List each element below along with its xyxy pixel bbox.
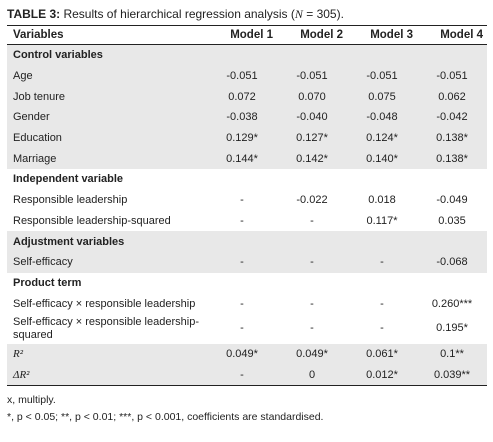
column-header: Model 1 — [207, 25, 277, 45]
coefficient-cell: 0.018 — [368, 194, 396, 207]
table-row: Self-efficacy - - - -0.068 — [7, 251, 487, 273]
variable-label: R² — [7, 343, 207, 365]
variable-label: Self-efficacy — [7, 251, 207, 273]
table-row: Education 0.129* 0.127* 0.124* 0.138* — [7, 127, 487, 149]
coefficient-cell: 0.144* — [207, 148, 277, 170]
coefficient-cell: 0.049* — [207, 343, 277, 365]
coefficient-cell: 0.1** — [417, 343, 487, 365]
section-row: Control variables — [7, 44, 487, 66]
variable-label: Age — [7, 65, 207, 87]
coefficient-cell: 0.127* — [277, 127, 347, 149]
variable-label: Responsible leadership-squared — [13, 214, 171, 227]
variable-label: ΔR² — [7, 364, 207, 387]
coefficient-cell: 0.070 — [277, 86, 347, 108]
coefficient-cell: - — [310, 322, 314, 335]
coefficient-cell: - — [207, 251, 277, 273]
statistic-symbol: R² — [13, 348, 24, 361]
section-row: Adjustment variables — [7, 231, 487, 252]
column-header: Model 3 — [347, 25, 417, 45]
coefficient-cell: 0.117* — [366, 214, 398, 227]
coefficient-cell: 0 — [277, 364, 347, 387]
header-row: Variables Model 1 Model 2 Model 3 Model … — [7, 25, 487, 45]
coefficient-cell: -0.049 — [436, 194, 468, 207]
coefficient-cell: 0.129* — [207, 127, 277, 149]
variable-label: Self-efficacy × responsible leadership-s… — [13, 315, 199, 341]
table-label: TABLE 3: — [7, 7, 61, 21]
variable-label: Self-efficacy × responsible leadership — [13, 297, 196, 310]
section-label: Adjustment variables — [7, 231, 487, 252]
coefficient-cell: -0.051 — [347, 65, 417, 87]
table-row: Self-efficacy × responsible leadership-s… — [7, 314, 487, 344]
table-figure: TABLE 3: Results of hierarchical regress… — [7, 0, 487, 426]
column-header: Variables — [7, 25, 207, 45]
table-title: TABLE 3: Results of hierarchical regress… — [7, 0, 487, 25]
coefficient-cell: -0.051 — [417, 65, 487, 87]
coefficient-cell: - — [310, 214, 314, 227]
coefficient-cell: 0.049* — [277, 343, 347, 365]
coefficient-cell: - — [240, 322, 244, 335]
section-label: Independent variable — [13, 173, 124, 186]
coefficient-cell: 0.072 — [207, 86, 277, 108]
variable-label: Gender — [7, 107, 207, 128]
coefficient-cell: - — [310, 297, 314, 310]
column-header: Model 4 — [417, 25, 487, 45]
table-row: Responsible leadership-squared - - 0.117* 0.… — [7, 211, 487, 232]
footnote-significance: *, p < 0.05; **, p < 0.01; ***, p < 0.00… — [7, 411, 324, 424]
footnotes: x, multiply. *, p < 0.05; **, p < 0.01; … — [7, 392, 487, 426]
coefficient-cell: 0.138* — [417, 127, 487, 149]
table-row: Job tenure 0.072 0.070 0.075 0.062 — [7, 86, 487, 108]
section-row: Product term — [7, 273, 487, 294]
coefficient-cell: 0.124* — [347, 127, 417, 149]
coefficient-cell: -0.040 — [277, 107, 347, 128]
variable-label: Marriage — [7, 148, 207, 170]
coefficient-cell: 0.140* — [347, 148, 417, 170]
table-row: R² 0.049* 0.049* 0.061* 0.1** — [7, 343, 487, 365]
table-caption-post: = 305). — [302, 7, 344, 21]
footnote-multiply: x, multiply. — [7, 394, 56, 407]
coefficient-cell: 0.075 — [347, 86, 417, 108]
table-row: Marriage 0.144* 0.142* 0.140* 0.138* — [7, 148, 487, 170]
coefficient-cell: - — [277, 251, 347, 273]
coefficient-cell: 0.039** — [417, 364, 487, 387]
section-label: Control variables — [7, 44, 487, 66]
variable-label: Responsible leadership — [13, 194, 128, 207]
column-header: Model 2 — [277, 25, 347, 45]
coefficient-cell: - — [240, 297, 244, 310]
coefficient-cell: 0.195* — [436, 322, 468, 335]
table-caption-pre: Results of hierarchical regression analy… — [63, 7, 295, 21]
regression-table: Variables Model 1 Model 2 Model 3 Model … — [7, 25, 487, 387]
coefficient-cell: 0.061* — [347, 343, 417, 365]
coefficient-cell: -0.051 — [207, 65, 277, 87]
coefficient-cell: - — [380, 297, 384, 310]
coefficient-cell: -0.022 — [296, 194, 328, 207]
coefficient-cell: 0.012* — [347, 364, 417, 387]
variable-label: Job tenure — [7, 86, 207, 108]
coefficient-cell: 0.260*** — [431, 297, 473, 310]
coefficient-cell: - — [207, 364, 277, 387]
coefficient-cell: -0.042 — [417, 107, 487, 128]
section-label: Product term — [13, 276, 82, 289]
coefficient-cell: - — [380, 322, 384, 335]
coefficient-cell: 0.142* — [277, 148, 347, 170]
variable-label: Education — [7, 127, 207, 149]
table-row: Age -0.051 -0.051 -0.051 -0.051 — [7, 65, 487, 87]
table-row: Responsible leadership - -0.022 0.018 -0.049 — [7, 190, 487, 211]
coefficient-cell: -0.038 — [207, 107, 277, 128]
coefficient-cell: - — [240, 214, 244, 227]
coefficient-cell: - — [240, 194, 244, 207]
coefficient-cell: 0.035 — [438, 214, 466, 227]
coefficient-cell: -0.051 — [277, 65, 347, 87]
section-row: Independent variable — [7, 169, 487, 190]
n-symbol: N — [294, 7, 303, 21]
coefficient-cell: -0.068 — [417, 251, 487, 273]
coefficient-cell: 0.138* — [417, 148, 487, 170]
statistic-symbol: ΔR² — [13, 368, 30, 381]
coefficient-cell: 0.062 — [417, 86, 487, 108]
table-row: ΔR² -0 0.012* 0.039** — [7, 364, 487, 387]
table-body: Control variables Age -0.051 -0.051 -0.051 -0… — [7, 44, 487, 387]
table-row: Gender -0.038 -0.040 -0.048 -0.042 — [7, 107, 487, 128]
coefficient-cell: - — [347, 251, 417, 273]
table-row: Self-efficacy × responsible leadership - -… — [7, 293, 487, 314]
coefficient-cell: -0.048 — [347, 107, 417, 128]
